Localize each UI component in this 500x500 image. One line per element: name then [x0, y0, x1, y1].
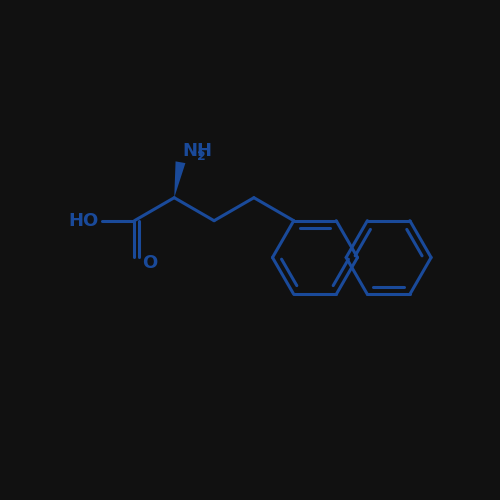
Text: NH: NH	[182, 142, 212, 160]
Polygon shape	[174, 162, 186, 198]
Text: HO: HO	[68, 212, 99, 230]
Text: O: O	[142, 254, 158, 272]
Text: 2: 2	[198, 150, 206, 163]
